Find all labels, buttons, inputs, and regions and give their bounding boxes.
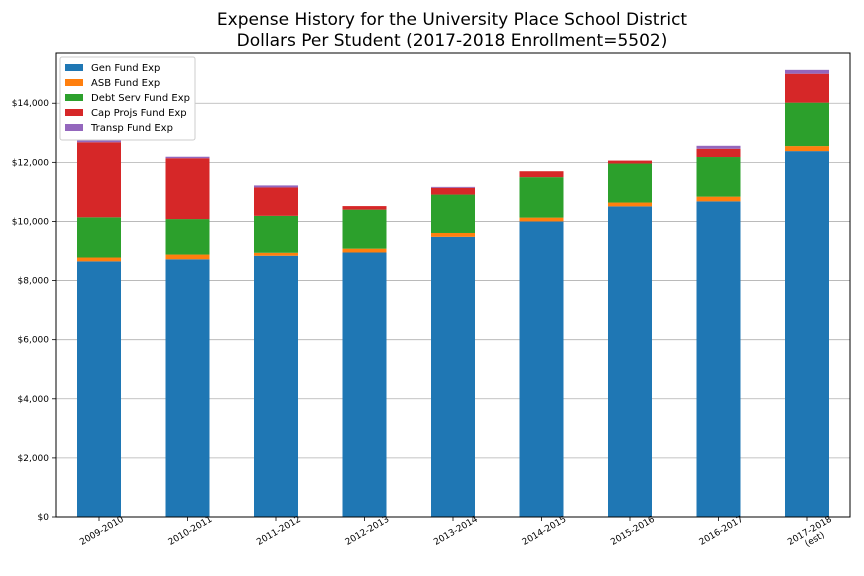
y-tick-label: $12,000 [12,158,49,168]
svg-text:2012-2013: 2012-2013 [344,515,391,548]
bar-segment [608,160,652,164]
chart-subtitle: Dollars Per Student (2017-2018 Enrollmen… [237,31,668,51]
bar-segment [431,186,475,188]
bar-segment [785,73,829,103]
y-tick-label: $14,000 [12,99,49,109]
bar-segment [696,157,741,197]
svg-text:2015-2016: 2015-2016 [609,515,657,548]
bar-segment [342,252,387,517]
svg-text:2011-2012: 2011-2012 [255,515,302,548]
bar-segment [254,185,298,188]
y-tick-label: $2,000 [18,454,50,464]
bar-segment [785,146,829,152]
x-tick-label: 2009-2010 [78,515,126,548]
bar-segment [77,261,121,517]
x-tick-label: 2010-2011 [167,515,214,548]
y-tick-label: $4,000 [18,395,50,405]
bar-segment [519,171,564,178]
svg-text:2010-2011: 2010-2011 [167,515,214,548]
legend-swatch [65,79,83,86]
bar-segment [431,236,475,517]
bar-segment [342,206,387,210]
svg-text:2013-2014: 2013-2014 [432,515,480,548]
bar-segment [77,217,121,258]
bar-segment [165,219,210,255]
bar-segment [785,69,829,74]
bar-segment [519,217,564,222]
legend-swatch [65,109,83,116]
y-axis: $0 $2,000 $4,000 $6,000 $8,000 $10,000 $12,000… [12,99,56,523]
legend-label: Gen Fund Exp [91,63,160,74]
y-tick-label: $0 [38,513,50,523]
bar-segment [77,257,121,262]
bar-segment [165,259,210,517]
bars [77,69,829,517]
bar-segment [165,156,210,159]
x-tick-label: 2017-2018(est) [786,515,839,557]
x-tick-label: 2015-2016 [609,515,657,548]
svg-text:2009-2010: 2009-2010 [78,515,126,548]
bar-segment [431,232,475,237]
bar-segment [696,145,741,149]
chart-title: Expense History for the University Place… [217,10,688,30]
bar-segment [785,102,829,147]
x-axis: 2009-2010 2010-2011 2011-2012 2012-2013 2013… [78,515,839,557]
bar-segment [696,148,741,158]
legend-label: ASB Fund Exp [91,78,160,89]
y-tick-label: $10,000 [12,217,49,227]
legend-box [59,56,196,141]
bar-segment [785,151,829,517]
svg-text:2014-2015: 2014-2015 [521,515,568,548]
legend-label: Debt Serv Fund Exp [91,93,190,104]
bar-segment [254,252,298,256]
bar-segment [254,215,298,253]
legend-swatch [65,64,83,71]
bar-segment [431,187,475,195]
y-tick-label: $8,000 [18,277,50,287]
bar-segment [608,163,652,203]
bar-segment [608,202,652,207]
bar-segment [254,255,298,517]
bar-segment [342,248,387,253]
legend-swatch [65,124,83,131]
bar-segment [77,140,121,143]
x-tick-label: 2013-2014 [432,515,480,548]
legend-label: Cap Projs Fund Exp [91,108,187,119]
legend: Gen Fund Exp ASB Fund Exp Debt Serv Fund E… [59,56,196,141]
svg-text:2017-2018(est): 2017-2018(est) [786,515,839,557]
x-tick-label: 2016-2017 [698,515,745,548]
bar-segment [165,158,210,220]
legend-label: Transp Fund Exp [90,123,173,134]
bar-segment [696,201,741,517]
x-tick-label: 2012-2013 [344,515,391,548]
x-tick-label: 2014-2015 [521,515,568,548]
legend-swatch [65,94,83,101]
svg-text:2016-2017: 2016-2017 [698,515,745,548]
bar-segment [608,206,652,517]
bar-segment [696,196,741,202]
bar-segment [519,177,564,218]
y-tick-label: $6,000 [18,336,50,346]
bar-segment [519,221,564,517]
bar-segment [431,194,475,233]
bar-segment [165,254,210,260]
bar-segment [342,209,387,249]
bar-segment [77,142,121,218]
bar-segment [254,187,298,216]
x-tick-label: 2011-2012 [255,515,302,548]
